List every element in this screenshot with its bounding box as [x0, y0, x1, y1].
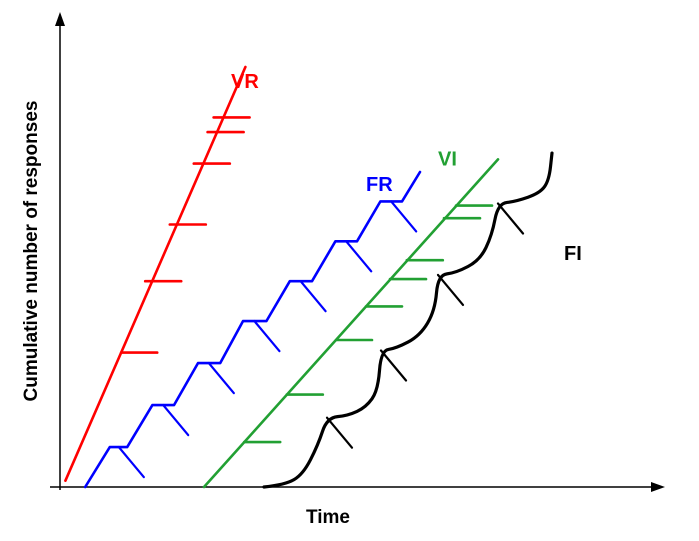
x-axis-title: Time: [306, 507, 351, 528]
axes: [50, 12, 665, 492]
series-fi-reinforcement-mark: [436, 273, 465, 306]
y-axis-title: Cumulative number of responses: [21, 100, 42, 402]
series-fr-reinforcement-mark: [207, 362, 235, 395]
series-fr-reinforcement-mark: [299, 280, 327, 313]
series-vi-label: VI: [438, 149, 457, 171]
series-vr-label: VR: [231, 71, 259, 93]
series-fi-reinforcement-mark: [379, 349, 408, 382]
series-fi-reinforcement-mark: [325, 416, 354, 449]
series-fi-line: [262, 151, 554, 489]
x-axis-arrowhead: [651, 482, 665, 492]
series-fi-label: FI: [564, 243, 582, 265]
series-fi-reinforcement-mark: [496, 202, 525, 235]
series-fr-reinforcement-mark: [390, 200, 418, 233]
series-fr-label: FR: [366, 174, 393, 196]
plot-area: VR FR VI FI: [64, 65, 582, 489]
series-vr-line: [64, 65, 247, 482]
y-axis-arrowhead: [55, 12, 65, 26]
series-fr-reinforcement-mark: [253, 320, 281, 353]
series-fr-line: [83, 170, 422, 489]
series-fr-reinforcement-mark: [117, 446, 145, 479]
series-vi-line: [202, 158, 500, 489]
series-fr-reinforcement-mark: [345, 240, 373, 273]
series-fr-reinforcement-mark: [162, 404, 190, 437]
